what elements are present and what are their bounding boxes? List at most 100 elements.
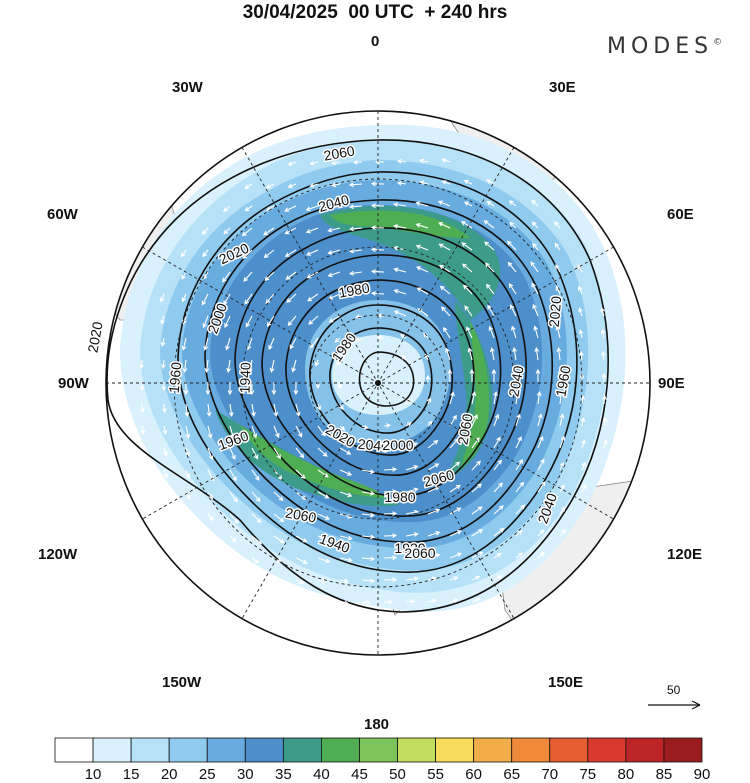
wind-vector-arrow: [508, 200, 517, 207]
wind-vector-arrow: [439, 285, 451, 295]
wind-vector-arrow: [339, 469, 353, 476]
wind-vector-arrow: [273, 491, 284, 502]
wind-vector-arrow: [580, 394, 585, 405]
wind-vector-arrow: [223, 227, 231, 235]
wind-vector-arrow: [425, 374, 431, 383]
wind-vector-arrow: [185, 447, 190, 457]
wind-vector-arrow: [309, 183, 319, 188]
wind-vector-arrow: [493, 391, 498, 405]
wind-vector-arrow: [507, 261, 517, 273]
wind-vector-arrow: [449, 414, 457, 427]
wind-vector-arrow: [317, 535, 331, 542]
wind-vector-arrow: [405, 422, 412, 427]
wind-vector-arrow: [449, 461, 461, 471]
wind-vector-arrow: [206, 403, 212, 418]
wind-vector-arrow: [559, 506, 566, 515]
wind-vector-arrow: [445, 347, 451, 361]
wind-vector-arrow: [469, 368, 475, 383]
wind-vector-arrow: [537, 481, 546, 493]
wind-vector-arrow: [427, 486, 440, 493]
wind-vector-arrow: [241, 227, 253, 237]
contour-2060: [106, 139, 609, 613]
wind-vector-arrow: [370, 269, 385, 274]
wind-vector-arrow: [339, 447, 352, 455]
wind-vector-arrow: [443, 326, 451, 339]
wind-vector-arrow: [405, 465, 419, 471]
wind-vector-arrow: [203, 337, 209, 351]
wind-vector-arrow: [229, 491, 238, 503]
wind-vector-arrow: [554, 221, 561, 229]
wind-vector-arrow: [405, 487, 419, 493]
wind-vector-arrow: [361, 469, 375, 474]
wind-vector-arrow: [537, 413, 543, 427]
wind-vector-arrow: [488, 325, 495, 339]
wind-vector-arrow: [463, 201, 473, 207]
wind-vector-arrow: [314, 359, 320, 367]
wind-vector-arrow: [493, 505, 504, 515]
wind-vector-arrow: [352, 159, 363, 165]
wind-vector-arrow: [207, 491, 213, 500]
wind-vector-arrow: [559, 413, 565, 427]
colorbar-tick-label: 65: [503, 766, 521, 783]
wind-vector-arrow: [229, 557, 237, 564]
wind-vector-arrow: [485, 283, 495, 295]
map-title: 30/04/2025 00 UTC + 240 hrs: [242, 2, 508, 23]
colorbar-swatch: [587, 737, 627, 763]
lon-label-top: 0: [371, 33, 380, 50]
lon-label-120w: 120W: [38, 546, 78, 563]
wind-vector-arrow: [265, 183, 275, 189]
wind-vector-arrow: [493, 552, 502, 559]
wind-vector-arrow: [537, 458, 545, 471]
wind-vector-arrow: [268, 337, 275, 351]
wind-vector-arrow: [427, 463, 440, 471]
wind-vector-arrow: [427, 508, 441, 515]
wind-vector-arrow: [180, 249, 187, 258]
wind-vector-arrow: [555, 325, 561, 339]
wind-vector-arrow: [537, 529, 545, 537]
wind-vector-arrow: [515, 529, 523, 537]
wind-vector-arrow: [449, 552, 463, 559]
wind-vector-arrow: [295, 425, 303, 438]
wind-vector-arrow: [307, 293, 319, 302]
wind-vector-arrow: [383, 445, 392, 451]
contour-label: 2020: [84, 320, 105, 354]
wind-vector-arrow: [244, 183, 253, 189]
wind-vector-arrow: [506, 240, 517, 251]
wind-vector-arrow: [269, 359, 275, 373]
wind-vector-arrow: [508, 282, 517, 295]
wind-vector-arrow: [405, 442, 419, 449]
colorbar-swatch: [511, 737, 551, 763]
wind-vector-arrow: [273, 403, 279, 417]
wind-vector-arrow: [579, 350, 584, 361]
wind-speed-shading: [120, 124, 626, 612]
wind-vector-arrow: [140, 425, 146, 435]
wind-vector-arrow: [295, 491, 307, 500]
wind-vector-arrow: [416, 287, 429, 295]
wind-vector-arrow: [489, 347, 495, 361]
wind-vector-arrow: [427, 576, 437, 582]
lon-label-left: 90W: [58, 375, 89, 392]
wind-vector-arrow: [602, 417, 608, 427]
wind-vector-arrow: [533, 325, 539, 339]
wind-vector-arrow: [293, 381, 299, 396]
wind-vector-arrow: [310, 337, 319, 349]
wind-vector-arrow: [427, 530, 441, 537]
wind-vector-arrow: [162, 403, 167, 414]
wind-vector-arrow: [471, 529, 484, 537]
wind-vector-arrow: [486, 179, 495, 185]
map-boundary: [105, 110, 651, 656]
wind-vector-arrow: [438, 243, 451, 251]
wind-vector-arrow: [348, 182, 363, 188]
contour-label: 1920: [394, 540, 425, 556]
wind-vector-arrow: [515, 504, 526, 515]
wind-vector-arrow: [515, 552, 524, 559]
wind-vector-arrow: [449, 530, 462, 537]
wind-vector-arrow: [512, 347, 517, 361]
colorbar-tick-label: 60: [465, 766, 482, 783]
wind-vector-arrow: [383, 555, 398, 561]
wind-vector-arrow: [471, 575, 481, 581]
wind-vector-arrow: [222, 271, 231, 283]
lon-label-30e: 30E: [549, 79, 576, 96]
wind-vector-arrow: [361, 490, 376, 496]
wind-vector-arrow: [183, 381, 189, 396]
